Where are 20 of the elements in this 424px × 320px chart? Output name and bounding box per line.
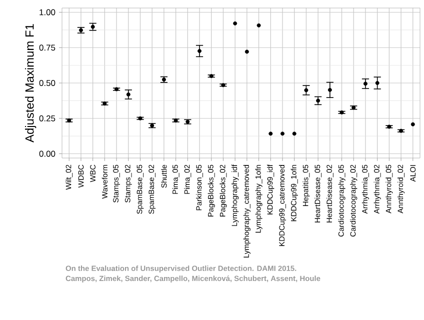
y-tick-label: 0.75 [39,44,56,51]
point [256,23,261,28]
y-axis-title: Adjusted Maximum F1 [25,24,36,142]
y-tick-label: 0.50 [39,80,56,86]
point [126,92,130,96]
point [316,98,320,103]
point [304,88,308,92]
point [375,81,380,85]
point [268,132,273,136]
point [410,122,415,126]
point [363,82,368,86]
y-tick-label: 1.00 [40,9,56,16]
point [198,49,202,54]
point [244,50,249,54]
y-tick-label: 0.25 [39,115,56,122]
y-tick-label: 0.00 [39,150,56,157]
point [328,88,332,92]
point [233,21,238,26]
point [292,132,296,136]
point [280,132,284,136]
